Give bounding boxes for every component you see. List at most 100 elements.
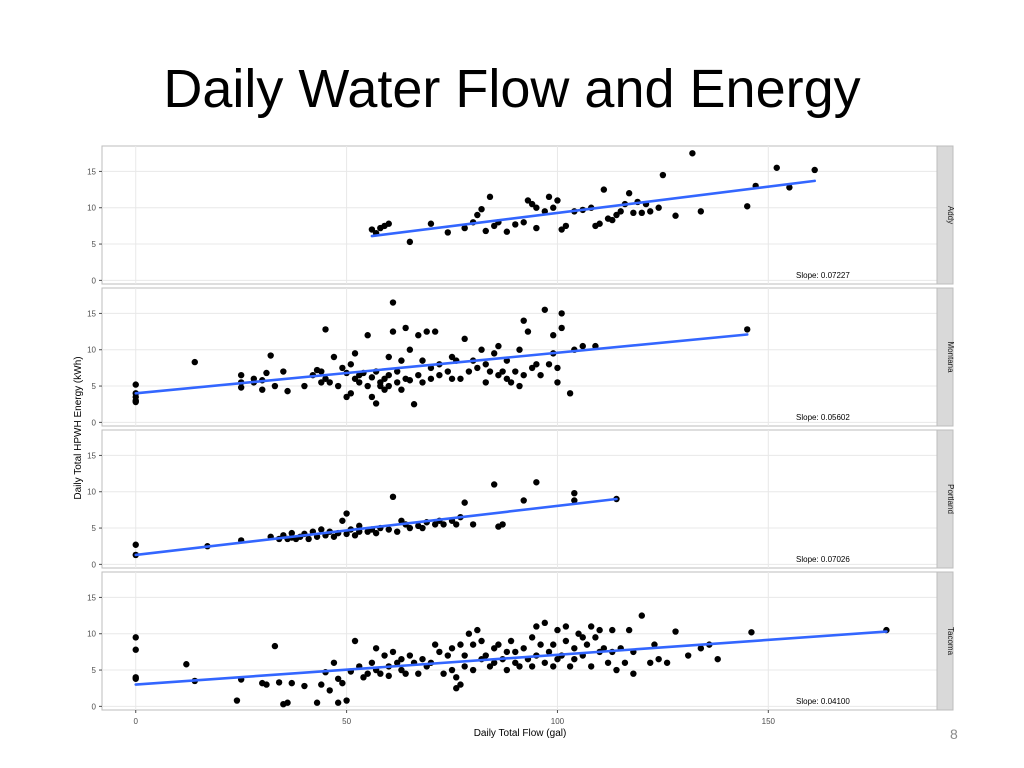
data-point <box>541 659 549 666</box>
data-point <box>554 379 561 386</box>
data-point <box>482 652 489 659</box>
data-point <box>663 659 671 666</box>
data-point <box>448 666 456 674</box>
facet-strip <box>936 287 954 427</box>
x-tick-label: 100 <box>551 717 565 726</box>
y-tick-label: 5 <box>92 666 97 675</box>
data-point <box>507 637 515 645</box>
data-point <box>402 324 409 332</box>
data-point <box>541 208 549 215</box>
data-point <box>301 682 308 690</box>
y-tick-label: 10 <box>87 204 96 213</box>
data-point <box>512 648 519 656</box>
data-point <box>398 357 405 364</box>
data-point <box>490 222 498 230</box>
data-point <box>520 317 527 324</box>
data-point <box>461 499 468 506</box>
y-tick-label: 10 <box>87 346 96 355</box>
data-point <box>385 220 392 227</box>
data-point <box>465 630 473 637</box>
data-point <box>267 352 274 359</box>
data-point <box>284 699 291 706</box>
data-point <box>398 666 405 674</box>
data-point <box>385 353 392 361</box>
data-point <box>486 193 494 201</box>
data-point <box>672 212 679 219</box>
data-point <box>339 679 346 687</box>
data-point <box>537 371 544 379</box>
data-point <box>486 663 494 670</box>
data-point <box>773 164 780 171</box>
data-point <box>343 697 350 704</box>
data-point <box>630 209 637 217</box>
data-point <box>318 681 325 688</box>
data-point <box>318 379 325 386</box>
data-point <box>237 384 245 391</box>
data-point <box>284 387 291 395</box>
data-point <box>541 306 549 313</box>
data-point <box>339 517 346 524</box>
data-point <box>495 371 502 379</box>
data-point <box>550 663 557 670</box>
data-point <box>748 629 755 636</box>
data-point <box>271 642 279 650</box>
data-point <box>339 364 346 372</box>
data-point <box>431 521 439 528</box>
data-point <box>786 184 793 191</box>
data-point <box>516 663 523 670</box>
data-point <box>474 211 481 219</box>
x-tick-label: 150 <box>762 717 776 726</box>
data-point <box>613 666 620 674</box>
data-point <box>558 324 565 332</box>
data-point <box>372 645 380 652</box>
data-point <box>250 375 258 382</box>
data-point <box>406 377 414 384</box>
data-point <box>562 222 570 230</box>
data-point <box>587 663 595 670</box>
data-point <box>453 521 460 528</box>
data-point <box>490 350 498 357</box>
data-point <box>516 382 523 390</box>
data-point <box>744 203 751 210</box>
data-point <box>132 675 139 682</box>
data-point <box>533 479 540 486</box>
data-point <box>461 663 468 670</box>
data-point <box>377 670 384 677</box>
data-point <box>562 637 570 645</box>
data-point <box>571 655 578 663</box>
data-point <box>280 368 287 375</box>
panel-montana: 0 5 10 15 Montana Slope: 0.05602 <box>87 287 955 427</box>
fit-line <box>134 333 749 395</box>
data-point <box>482 227 489 235</box>
data-point <box>579 634 586 641</box>
data-point <box>368 226 376 233</box>
y-tick-label: 10 <box>87 630 96 639</box>
facet-strip <box>936 429 954 569</box>
data-point <box>301 382 308 390</box>
data-point <box>394 368 401 375</box>
data-point <box>689 150 696 157</box>
slope-annotation: Slope: 0.07227 <box>796 271 850 280</box>
data-point <box>305 535 312 543</box>
data-point <box>259 386 266 393</box>
data-point <box>684 652 692 659</box>
data-point <box>533 224 540 232</box>
x-axis-title: Daily Total Flow (gal) <box>474 728 567 739</box>
data-point <box>697 645 705 652</box>
data-point <box>385 382 392 390</box>
data-point <box>453 685 460 692</box>
data-point <box>275 679 283 686</box>
data-point <box>533 204 540 211</box>
data-point <box>621 659 629 666</box>
data-point <box>571 645 578 652</box>
data-point <box>659 171 667 179</box>
fit-line <box>370 179 817 238</box>
data-point <box>406 524 414 532</box>
data-point <box>474 364 481 372</box>
data-point <box>334 382 342 390</box>
data-point <box>419 357 426 364</box>
data-point <box>334 699 342 706</box>
data-point <box>389 493 397 501</box>
data-point <box>461 652 468 659</box>
data-point <box>406 346 414 353</box>
